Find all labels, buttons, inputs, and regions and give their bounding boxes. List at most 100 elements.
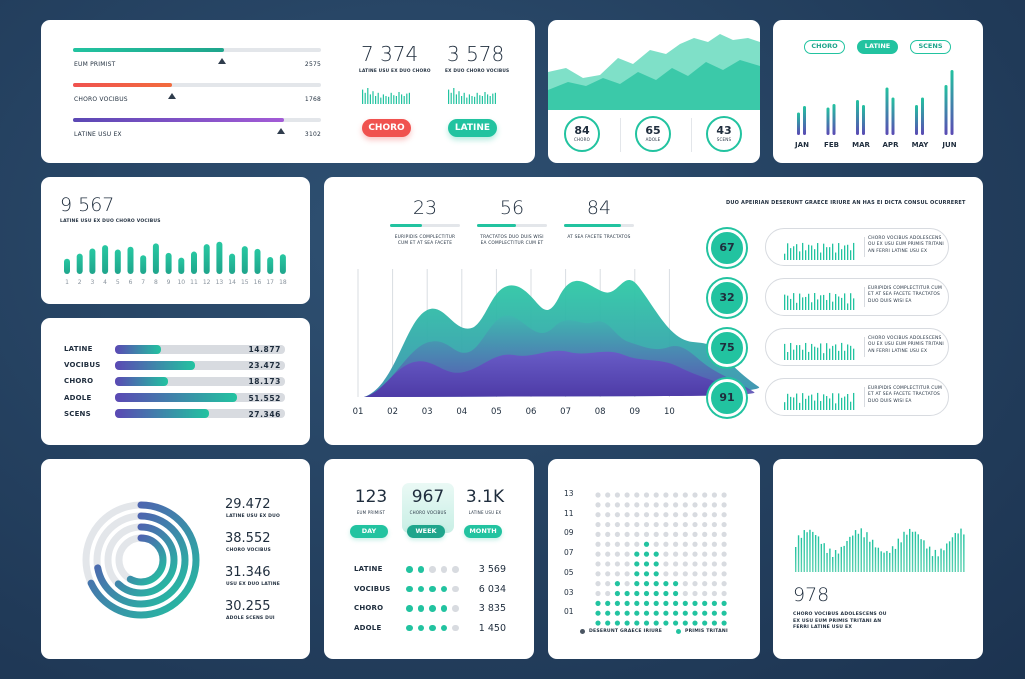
sparkline-bar: [453, 88, 455, 104]
period-button[interactable]: DAY: [350, 525, 388, 538]
matrix-dot: [711, 502, 717, 508]
row-sparkline-bar: [790, 342, 792, 360]
matrix-dot: [614, 541, 620, 547]
matrix-dot: [692, 551, 698, 557]
matrix-dot: [634, 620, 640, 626]
stat-sparkline: [448, 88, 496, 104]
month-bar: [891, 97, 895, 135]
legend-label-1: DESERUNT GRAECE IRIURE: [589, 629, 663, 634]
sparkline-bar: [395, 96, 397, 104]
legend-label-2: PRIMIS TRITANI: [685, 629, 728, 634]
matrix-dot: [643, 571, 650, 577]
count-bar-label: 2: [77, 279, 82, 286]
matrix-dot: [721, 571, 727, 577]
row-sparkline-box: CHORO VOCIBUS ADOLESCENS OU EX USU EUM P…: [765, 228, 949, 266]
tab-choro[interactable]: CHORO: [804, 40, 845, 54]
row-sparkline-bar: [829, 398, 831, 410]
row-text: EURIPIDIS COMPLECTITUR CUM ET AT SEA FAC…: [868, 386, 942, 404]
matrix-dot: [614, 512, 620, 518]
row-sparkline: [784, 342, 855, 360]
sparkline-bar: [474, 96, 476, 104]
area-card: 84 CHORO 65 ADOLE 43 SCENS: [548, 20, 760, 163]
hbar-track: [115, 393, 285, 403]
sparkline-bar: [408, 92, 410, 104]
matrix-dot: [663, 561, 669, 567]
period-dot: [452, 566, 459, 573]
period-caption: CHORO VOCIBUS: [409, 510, 447, 515]
matrix-dot: [721, 620, 727, 626]
period-row-value: 6 034: [478, 583, 506, 595]
sparkline-bar: [461, 96, 463, 104]
matrix-dot: [673, 492, 679, 498]
period-dot: [417, 605, 424, 612]
matrix-dot: [711, 610, 717, 616]
stat-button[interactable]: LATINE: [448, 119, 497, 137]
row-divider: [864, 387, 865, 407]
row-sparkline-bar: [811, 394, 813, 410]
matrix-dot: [653, 620, 659, 626]
matrix-dot: [673, 502, 679, 508]
matrix-dot: [624, 571, 630, 577]
wave-bar: [943, 550, 945, 572]
donut-value: 29.472: [225, 497, 271, 512]
matrix-dot: [702, 561, 708, 567]
sparkline-bar: [487, 94, 489, 104]
sparkline-bar: [364, 92, 366, 104]
row-sparkline-bar: [790, 396, 792, 410]
x-axis-label: 03: [421, 407, 433, 417]
period-button[interactable]: WEEK: [407, 525, 445, 538]
matrix-dot: [595, 620, 601, 626]
matrix-dot: [721, 551, 727, 557]
row-sparkline-bar: [799, 402, 801, 410]
wave-bar: [960, 528, 962, 572]
row-sparkline-bar: [838, 296, 840, 310]
matrix-dot: [614, 610, 620, 616]
hbar-label: SCENS: [64, 409, 91, 418]
period-button[interactable]: MONTH: [464, 525, 502, 538]
period-dot: [452, 605, 459, 612]
count-bar: [191, 251, 197, 274]
period-row-label: CHORO: [354, 604, 384, 612]
hbar-track: [115, 409, 285, 419]
legend-dot-dark: [580, 629, 585, 634]
wave-bar: [869, 541, 871, 572]
matrix-dot: [711, 492, 717, 498]
period-number: 967: [411, 487, 445, 507]
count-bar-chart: [64, 241, 286, 274]
matrix-dot: [711, 561, 717, 567]
matrix-dot: [634, 590, 640, 597]
sparkline-bar: [484, 92, 486, 104]
matrix-dot: [643, 541, 650, 547]
matrix-dot: [614, 571, 620, 577]
row-sparkline-bar: [805, 342, 807, 360]
row-sparkline-bar: [811, 343, 813, 360]
month-label: FEB: [824, 141, 839, 149]
matrix-dot: [653, 561, 659, 567]
matrix-dot: [663, 531, 669, 537]
matrix-dot: [614, 620, 620, 626]
matrix-dot: [624, 531, 630, 537]
count-bar: [229, 253, 236, 274]
x-axis-label: 02: [387, 407, 398, 417]
monthly-bars-card: CHORO LATINE SCENS JAN FEB MAR APR MAY JUN: [773, 20, 983, 163]
main-stat-number: 84: [586, 197, 612, 219]
row-sparkline-bar: [793, 397, 795, 410]
tab-scens[interactable]: SCENS: [910, 40, 951, 54]
sparkline-bar: [385, 96, 387, 104]
tab-latine[interactable]: LATINE: [857, 40, 898, 54]
wave-bar: [928, 546, 931, 572]
matrix-dot: [653, 541, 659, 547]
row-sparkline-bar: [805, 250, 807, 260]
period-dot: [429, 605, 436, 612]
period-number: 123: [354, 487, 388, 507]
row-sparkline-bar: [847, 344, 849, 360]
matrix-dot: [643, 590, 650, 597]
wave-bar: [903, 531, 905, 572]
matrix-dot: [692, 492, 698, 498]
stat-button[interactable]: CHORO: [362, 119, 411, 137]
matrix-dot: [682, 492, 688, 498]
matrix-dot: [614, 492, 620, 498]
matrix-dot: [711, 590, 717, 597]
matrix-dot: [624, 551, 630, 557]
dot-matrix-card: 13 11 09 07 05 03 01 DESERUNT GRAECE IRIURE PR…: [548, 459, 760, 659]
